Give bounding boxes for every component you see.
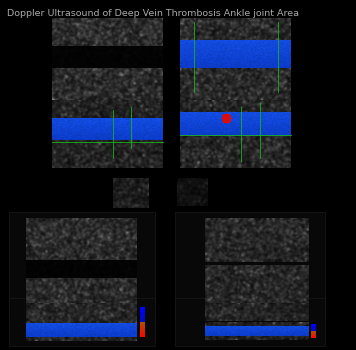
Bar xyxy=(311,333,316,334)
Bar xyxy=(9,298,155,346)
Bar xyxy=(311,332,316,333)
Bar xyxy=(311,334,316,335)
Bar xyxy=(140,310,145,311)
Bar xyxy=(140,317,145,318)
Bar xyxy=(311,325,316,326)
Bar xyxy=(140,311,145,312)
Bar xyxy=(140,314,145,315)
Bar xyxy=(140,316,145,317)
Bar xyxy=(175,212,325,320)
Bar xyxy=(140,308,145,309)
Bar xyxy=(140,307,145,308)
Bar xyxy=(311,330,316,331)
Bar xyxy=(140,312,145,313)
Bar xyxy=(140,332,145,333)
Text: Doppler Ultrasound of Deep Vein Thrombosis Ankle joint Area: Doppler Ultrasound of Deep Vein Thrombos… xyxy=(6,9,299,18)
Bar xyxy=(311,337,316,338)
Bar xyxy=(140,322,145,323)
Bar xyxy=(311,327,316,328)
Bar xyxy=(140,324,145,325)
Bar xyxy=(140,325,145,326)
Bar xyxy=(9,212,155,320)
Bar xyxy=(311,335,316,336)
Bar xyxy=(140,320,145,321)
Bar xyxy=(311,336,316,337)
Bar xyxy=(140,321,145,322)
Bar xyxy=(140,326,145,327)
Bar xyxy=(140,331,145,332)
Bar xyxy=(311,326,316,327)
Bar xyxy=(140,336,145,337)
Bar xyxy=(311,324,316,325)
Bar xyxy=(140,334,145,335)
Bar xyxy=(311,328,316,329)
Bar xyxy=(140,327,145,328)
Bar xyxy=(140,313,145,314)
Bar xyxy=(140,309,145,310)
Bar xyxy=(140,323,145,324)
Bar xyxy=(140,330,145,331)
Bar xyxy=(140,315,145,316)
Bar xyxy=(140,328,145,329)
Bar xyxy=(140,318,145,319)
Bar xyxy=(140,335,145,336)
Bar xyxy=(311,331,316,332)
Bar xyxy=(311,329,316,330)
Bar xyxy=(140,329,145,330)
Bar xyxy=(175,298,325,346)
Bar xyxy=(140,319,145,320)
Bar xyxy=(140,333,145,334)
